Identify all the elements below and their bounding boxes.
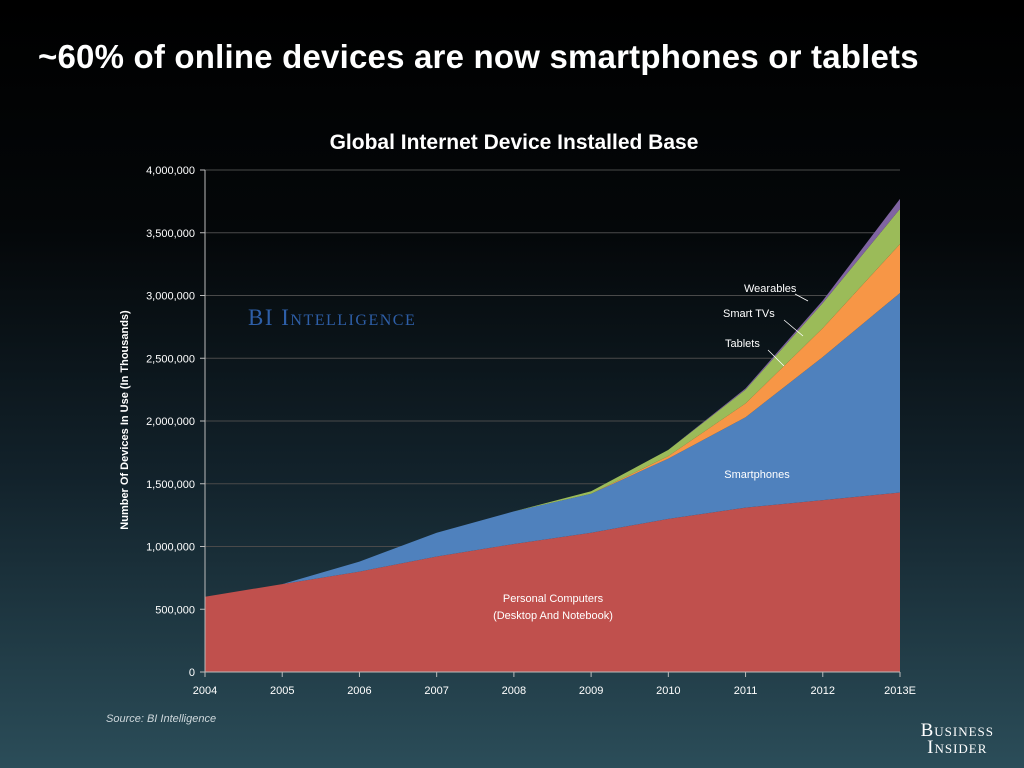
logo-line1: Business — [920, 720, 994, 741]
x-tick-label: 2008 — [502, 685, 526, 697]
y-tick-label: 2,500,000 — [146, 353, 195, 365]
y-tick-label: 0 — [189, 667, 195, 679]
chart-title: Global Internet Device Installed Base — [330, 131, 699, 154]
x-tick-label: 2010 — [656, 685, 680, 697]
y-tick-label: 2,000,000 — [146, 416, 195, 428]
area-series-group — [205, 198, 900, 672]
x-tick-label: 2005 — [270, 685, 294, 697]
series-annotations: Wearables Smart TVs Tablets Smartphones … — [493, 283, 809, 622]
wearables-leader-line — [794, 293, 809, 302]
smart-tvs-label: Smart TVs — [723, 308, 775, 320]
source-note: Source: BI Intelligence — [106, 713, 217, 725]
x-tick-labels: 2004 2005 2006 2007 2008 2009 2010 2011 2012 2013… — [193, 672, 916, 697]
page-headline: ~60% of online devices are now smartphon… — [38, 38, 919, 75]
smart-tvs-leader-line — [783, 319, 804, 337]
business-insider-logo: Business Insider — [920, 720, 994, 758]
x-tick-label: 2004 — [193, 685, 217, 697]
x-tick-label: 2006 — [347, 685, 371, 697]
bi-intelligence-watermark: BI Intelligence — [248, 305, 416, 330]
y-tick-label: 3,500,000 — [146, 228, 195, 240]
y-tick-label: 4,000,000 — [146, 165, 195, 177]
wearables-label: Wearables — [744, 283, 797, 295]
area-pc — [205, 492, 900, 672]
smartphones-label: Smartphones — [724, 469, 790, 481]
y-axis-label: Number Of Devices In Use (In Thousands) — [119, 310, 131, 530]
pc-label-line2: (Desktop And Notebook) — [493, 610, 613, 622]
y-tick-label: 1,500,000 — [146, 479, 195, 491]
y-tick-label: 3,000,000 — [146, 291, 195, 303]
area-smartphones — [205, 293, 900, 597]
x-tick-label: 2012 — [811, 685, 835, 697]
y-tick-label: 500,000 — [155, 604, 195, 616]
tablets-leader-line — [767, 349, 785, 367]
tablets-label: Tablets — [725, 338, 760, 350]
pc-label-line1: Personal Computers — [503, 593, 604, 605]
x-tick-label: 2009 — [579, 685, 603, 697]
x-tick-label: 2007 — [424, 685, 448, 697]
x-tick-label: 2013E — [884, 685, 916, 697]
axes — [204, 170, 900, 673]
y-tick-labels: 0 500,000 1,000,000 1,500,000 2,000,000 2,500… — [146, 165, 195, 679]
y-tick-label: 1,000,000 — [146, 542, 195, 554]
logo-line2: Insider — [927, 737, 988, 758]
x-tick-label: 2011 — [734, 685, 758, 697]
